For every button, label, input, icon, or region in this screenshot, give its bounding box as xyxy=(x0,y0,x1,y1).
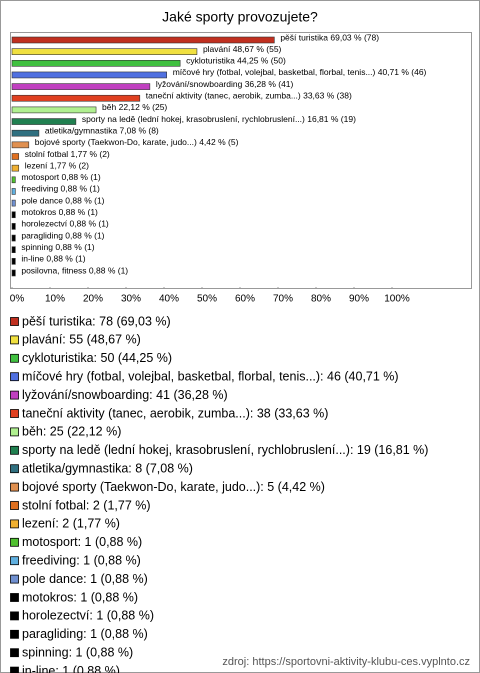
bar-label: motokros 0,88 % (1) xyxy=(21,207,98,217)
bar-label: stolní fotbal 1,77 % (2) xyxy=(25,149,110,159)
bar-label: freediving 0,88 % (1) xyxy=(21,184,100,194)
legend-swatch xyxy=(10,593,19,602)
legend-label: paragliding: 1 (0,88 %) xyxy=(22,627,148,641)
legend-swatch xyxy=(10,574,19,584)
bar xyxy=(11,59,181,67)
x-tick-label: 30% xyxy=(121,294,141,305)
legend-swatch xyxy=(10,519,19,529)
legend-swatch xyxy=(10,409,19,418)
bar-label: horolezectví 0,88 % (1) xyxy=(21,219,109,229)
bar xyxy=(11,188,16,195)
x-tick-label: 20% xyxy=(83,294,103,305)
bar-label: in-line 0,88 % (1) xyxy=(21,254,85,264)
x-tick-label: 0% xyxy=(10,294,25,305)
legend-label: atletika/gymnastika: 8 (7,08 %) xyxy=(22,461,193,475)
bar xyxy=(11,176,16,184)
bar-label: plavání 48,67 % (55) xyxy=(203,44,282,54)
legend-swatch xyxy=(10,611,19,621)
legend-label: běh: 25 (22,12 %) xyxy=(22,425,121,439)
bar xyxy=(11,36,275,44)
x-tick-label: 90% xyxy=(349,294,369,305)
bar xyxy=(11,211,16,219)
legend-label: pole dance: 1 (0,88 %) xyxy=(22,572,148,586)
legend-swatch xyxy=(10,556,19,566)
x-tick-label: 70% xyxy=(273,294,293,305)
bar xyxy=(11,199,16,207)
legend-swatch xyxy=(10,537,19,547)
legend-swatch xyxy=(10,666,19,673)
x-tick-label: 40% xyxy=(159,294,179,305)
bar-label: bojové sporty (Taekwon-Do, karate, judo.… xyxy=(35,137,239,147)
legend-label: stolní fotbal: 2 (1,77 %) xyxy=(22,498,151,512)
legend-label: motosport: 1 (0,88 %) xyxy=(22,535,142,549)
x-tick-label: 50% xyxy=(197,294,217,305)
bar-label: pěší turistika 69,03 % (78) xyxy=(280,32,379,42)
legend-swatch xyxy=(10,335,19,345)
bar-label: spinning 0,88 % (1) xyxy=(21,242,94,252)
bar-label: běh 22,12 % (25) xyxy=(102,102,167,112)
bar xyxy=(11,223,16,230)
x-tick-label: 60% xyxy=(235,294,255,305)
bar xyxy=(11,48,198,55)
legend-label: míčové hry (fotbal, volejbal, basketbal,… xyxy=(22,369,399,383)
x-tick-label: 10% xyxy=(45,294,65,305)
bar-label: míčové hry (fotbal, volejbal, basketbal,… xyxy=(173,67,427,77)
bar-label: lezení 1,77 % (2) xyxy=(25,160,89,170)
legend-label: lezení: 2 (1,77 %) xyxy=(22,517,120,531)
legend-label: cykloturistika: 50 (44,25 %) xyxy=(22,351,172,365)
bar-label: taneční aktivity (tanec, aerobik, zumba.… xyxy=(146,91,352,101)
source: zdroj: https://sportovni-aktivity-klubu-… xyxy=(222,656,470,668)
bar xyxy=(11,246,16,253)
legend-swatch xyxy=(10,317,19,326)
legend-swatch xyxy=(10,501,19,510)
bar xyxy=(11,129,40,137)
bar-label: lyžování/snowboarding 36,28 % (41) xyxy=(156,79,294,89)
bar xyxy=(11,141,30,149)
legend-swatch xyxy=(10,390,19,400)
legend-swatch xyxy=(10,629,19,639)
legend-swatch xyxy=(10,427,19,437)
bar xyxy=(11,94,141,102)
legend-swatch xyxy=(10,648,19,658)
legend-label: sporty na ledě (lední hokej, krasobrusle… xyxy=(22,443,428,457)
bar-label: sporty na ledě (lední hokej, krasobrusle… xyxy=(82,114,356,124)
bar xyxy=(11,118,77,125)
legend-swatch xyxy=(10,353,19,363)
legend-swatch xyxy=(10,445,19,455)
legend-label: bojové sporty (Taekwon-Do, karate, judo.… xyxy=(22,480,325,494)
bar-label: atletika/gymnastika 7,08 % (8) xyxy=(45,125,159,135)
bar xyxy=(11,71,167,79)
legend-swatch xyxy=(10,482,19,492)
bar xyxy=(11,106,97,114)
legend-swatch xyxy=(10,464,19,474)
bar-label: motosport 0,88 % (1) xyxy=(21,172,101,182)
bar-label: posilovna, fitness 0,88 % (1) xyxy=(21,265,128,275)
legend-label: horolezectví: 1 (0,88 %) xyxy=(22,609,154,623)
legend-label: in-line: 1 (0,88 %) xyxy=(22,664,120,673)
legend-label: taneční aktivity (tanec, aerobik, zumba.… xyxy=(22,406,328,420)
legend-swatch xyxy=(10,372,19,382)
bar xyxy=(11,258,16,265)
legend-label: plavání: 55 (48,67 %) xyxy=(22,333,141,347)
bar xyxy=(11,153,20,160)
bar xyxy=(11,269,16,277)
x-tick-label: 100% xyxy=(384,294,410,305)
legend-label: motokros: 1 (0,88 %) xyxy=(22,590,138,604)
chart-title: Jaké sporty provozujete? xyxy=(162,9,318,25)
legend-label: lyžování/snowboarding: 41 (36,28 %) xyxy=(22,388,228,402)
bar-label: paragliding 0,88 % (1) xyxy=(21,230,104,240)
legend-label: spinning: 1 (0,88 %) xyxy=(22,645,133,659)
bar xyxy=(11,83,151,90)
legend-label: pěší turistika: 78 (69,03 %) xyxy=(22,314,171,328)
bar-label: cykloturistika 44,25 % (50) xyxy=(186,56,286,66)
bar xyxy=(11,164,20,172)
x-tick-label: 80% xyxy=(311,294,331,305)
bar-label: pole dance 0,88 % (1) xyxy=(21,195,104,205)
legend-label: freediving: 1 (0,88 %) xyxy=(22,553,141,567)
bar xyxy=(11,234,16,242)
